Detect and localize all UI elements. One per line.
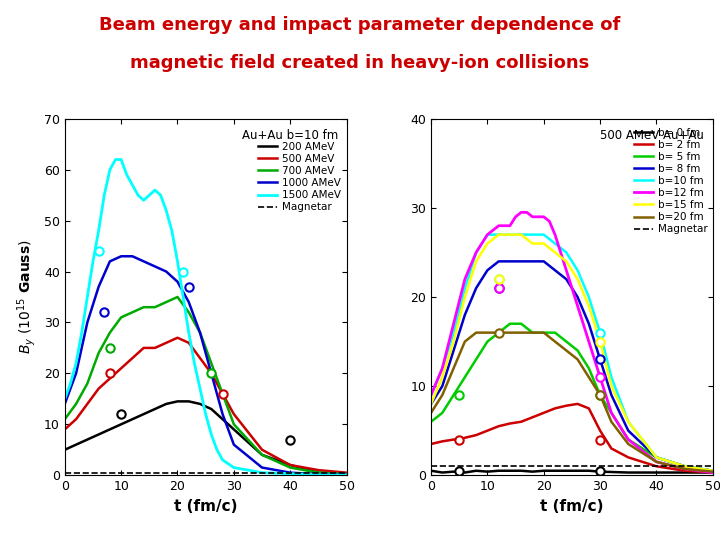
Text: Au+Au b=10 fm: Au+Au b=10 fm [242, 130, 338, 143]
Text: magnetic field created in heavy-ion collisions: magnetic field created in heavy-ion coll… [130, 54, 590, 72]
Legend: 200 AMeV, 500 AMeV, 700 AMeV, 1000 AMeV, 1500 AMeV, Magnetar: 200 AMeV, 500 AMeV, 700 AMeV, 1000 AMeV,… [258, 142, 341, 212]
Y-axis label: $B_y$ $(10^{15}$ Gauss$)$: $B_y$ $(10^{15}$ Gauss$)$ [16, 240, 38, 354]
Text: Beam energy and impact parameter dependence of: Beam energy and impact parameter depende… [99, 16, 621, 34]
Text: 500 AMeV Au+Au: 500 AMeV Au+Au [600, 130, 704, 143]
X-axis label: t (fm/c): t (fm/c) [540, 498, 603, 514]
Legend: b= 0 fm, b= 2 fm, b= 5 fm, b= 8 fm, b=10 fm, b=12 fm, b=15 fm, b=20 fm, Magnetar: b= 0 fm, b= 2 fm, b= 5 fm, b= 8 fm, b=10… [634, 127, 708, 234]
X-axis label: t (fm/c): t (fm/c) [174, 498, 238, 514]
